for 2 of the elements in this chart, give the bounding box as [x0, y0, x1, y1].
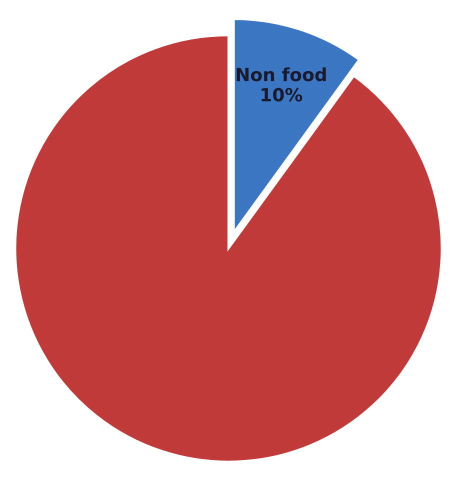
data-label: 10% — [262, 88, 302, 102]
slice-label: Non food — [236, 67, 326, 82]
